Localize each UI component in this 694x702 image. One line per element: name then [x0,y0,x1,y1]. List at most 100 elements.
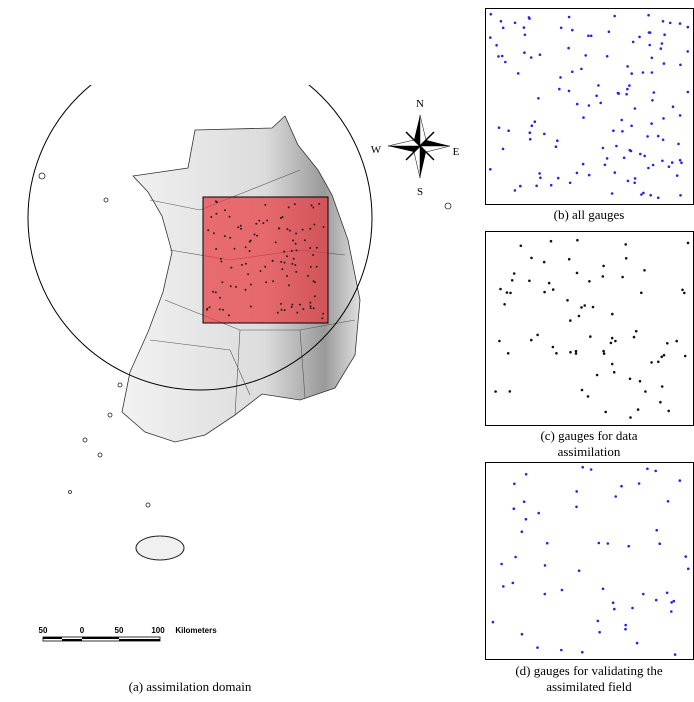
gauge [668,165,671,168]
gauge [660,47,663,50]
gauge [583,304,586,307]
gauge [494,390,497,393]
gauge [283,251,285,253]
gauge [647,14,650,17]
gauge [581,466,584,469]
gauge [309,247,311,249]
gauge [499,288,502,291]
gauge [250,284,252,286]
gauge [295,233,297,235]
gauge [598,542,601,545]
gauge [310,266,312,268]
panel-c [486,232,694,426]
caption-d: (d) gauges for validating the [515,663,663,678]
gauge [651,57,654,60]
gauge [588,174,591,177]
gauge [630,125,633,128]
gauge [524,34,527,37]
gauge [669,22,672,25]
jeju-island [136,536,184,560]
gauge [314,295,316,297]
gauge [215,248,217,250]
gauge [221,281,223,283]
gauge [536,646,539,649]
gauge [295,271,297,273]
gauge [655,529,658,532]
gauge [640,292,643,295]
gauge [666,592,669,595]
gauge [539,177,542,180]
gauge [614,171,617,174]
gauge [495,44,498,47]
gauge [611,192,614,195]
gauge [503,303,506,306]
gauge [313,224,315,226]
gauge [536,334,539,337]
gauge [321,317,323,319]
gauge [620,119,623,122]
gauge [254,234,256,236]
gauge [667,410,670,413]
gauge [514,189,517,192]
gauge [266,220,268,222]
gauge [633,182,636,185]
gauge [646,135,649,138]
gauge [215,291,217,293]
gauge [638,482,641,485]
gauge [322,313,324,315]
gauge [302,308,304,310]
gauge [215,213,217,215]
gauge [258,220,260,222]
gauge [638,36,641,39]
gauge [502,27,505,30]
gauge [575,506,578,509]
gauge [660,356,663,359]
gauge [569,319,572,322]
gauge [625,93,628,96]
gauge [212,291,214,293]
gauge [245,263,247,265]
gauge [523,26,526,29]
gauge [529,138,532,141]
gauge [250,306,252,308]
gauge [520,245,523,248]
gauge [680,162,683,165]
gauge [552,288,555,291]
gauge [293,258,295,260]
gauge [558,88,561,91]
gauge [611,313,614,316]
gauge [249,250,251,252]
gauge [578,569,581,572]
gauge [588,280,591,283]
gauge [213,232,215,234]
gauge [234,248,236,250]
gauge [490,13,493,16]
gauge [531,124,534,127]
gauge [666,342,669,345]
gauge [632,41,635,44]
map-panel [28,46,451,560]
gauge [245,246,247,248]
scale-label: 0 [80,626,85,635]
gauge [228,314,230,316]
gauge [513,272,516,275]
gauge [550,240,553,243]
gauge [284,309,286,311]
gauge [651,71,654,74]
gauge [599,102,602,105]
gauge [637,408,640,411]
gauge [603,352,606,355]
gauge [582,163,585,166]
gauge [255,223,257,225]
gauge [620,485,623,488]
gauge [299,304,301,306]
gauge [492,621,495,624]
gauge [568,90,571,93]
gauge [530,339,533,342]
gauge [686,50,689,53]
gauge [535,185,538,188]
gauge [576,103,579,106]
gauge [500,20,503,23]
gauge [552,346,555,349]
gauge [310,305,312,307]
